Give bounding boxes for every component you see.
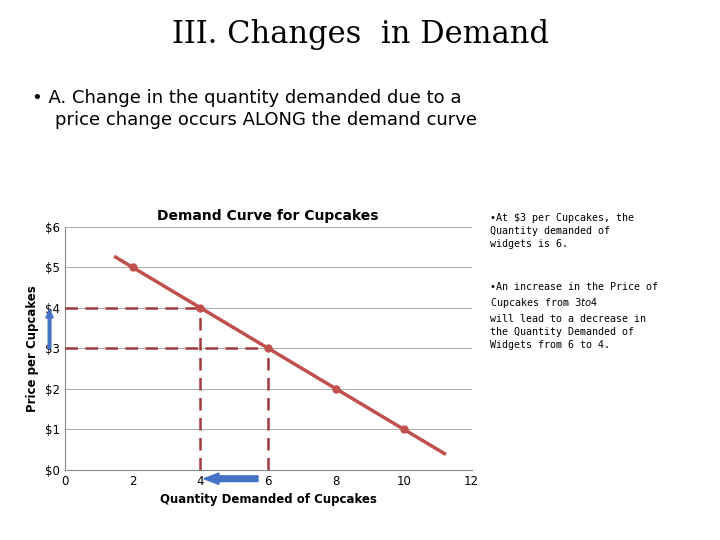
Text: III. Changes  in Demand: III. Changes in Demand: [171, 19, 549, 50]
X-axis label: Quantity Demanded of Cupcakes: Quantity Demanded of Cupcakes: [160, 493, 377, 506]
Text: • A. Change in the quantity demanded due to a: • A. Change in the quantity demanded due…: [32, 89, 462, 107]
FancyArrow shape: [46, 310, 53, 348]
Point: [194, 303, 206, 312]
Title: Demand Curve for Cupcakes: Demand Curve for Cupcakes: [158, 209, 379, 223]
Point: [127, 263, 138, 272]
Point: [398, 425, 410, 434]
Point: [262, 344, 274, 353]
Point: [330, 384, 342, 393]
Text: •An increase in the Price of
Cupcakes from $3 to $4
will lead to a decrease in
t: •An increase in the Price of Cupcakes fr…: [490, 282, 658, 350]
Y-axis label: Price per Cupcakes: Price per Cupcakes: [27, 285, 40, 411]
Text: price change occurs ALONG the demand curve: price change occurs ALONG the demand cur…: [32, 111, 477, 129]
FancyArrow shape: [204, 473, 258, 484]
Text: •At $3 per Cupcakes, the
Quantity demanded of
widgets is 6.: •At $3 per Cupcakes, the Quantity demand…: [490, 213, 634, 249]
